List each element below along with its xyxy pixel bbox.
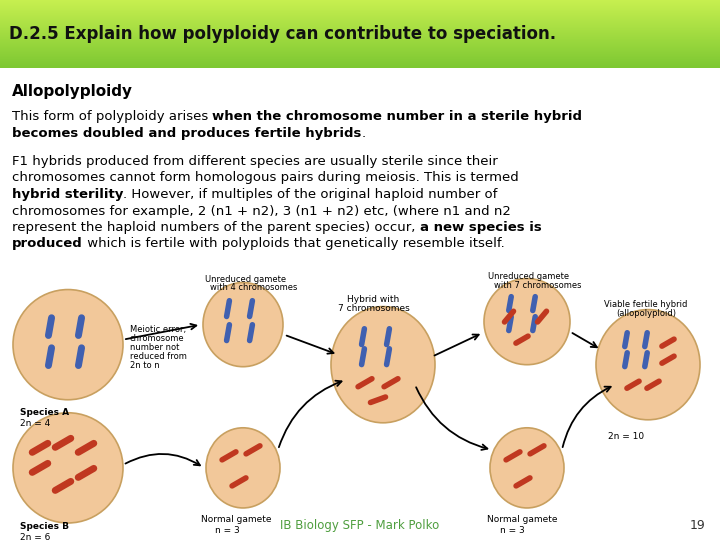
Text: Meiotic error;: Meiotic error; (130, 325, 186, 334)
Text: a new species is: a new species is (420, 221, 541, 234)
Text: (allopolyploid): (allopolyploid) (616, 308, 676, 318)
Ellipse shape (206, 428, 280, 508)
Text: Species A: Species A (20, 408, 69, 417)
Text: number not: number not (130, 343, 179, 352)
Text: Hybrid with: Hybrid with (347, 294, 400, 303)
Text: with 4 chromosomes: with 4 chromosomes (210, 282, 297, 292)
Ellipse shape (596, 309, 700, 420)
Text: n = 3: n = 3 (500, 526, 525, 535)
Ellipse shape (331, 307, 435, 423)
Text: chromosomes for example, 2 (n1 + n2), 3 (n1 + n2) etc, (where n1 and n2: chromosomes for example, 2 (n1 + n2), 3 … (12, 205, 511, 218)
Text: D.2.5 Explain how polyploidy can contribute to speciation.: D.2.5 Explain how polyploidy can contrib… (9, 25, 556, 43)
Text: hybrid sterility: hybrid sterility (12, 188, 123, 201)
Text: becomes doubled and produces fertile hybrids: becomes doubled and produces fertile hyb… (12, 127, 361, 140)
Text: represent the haploid numbers of the parent species) occur,: represent the haploid numbers of the par… (12, 221, 420, 234)
Text: 2n to n: 2n to n (130, 361, 160, 370)
Ellipse shape (13, 289, 123, 400)
Text: 19: 19 (689, 519, 705, 532)
Text: Viable fertile hybrid: Viable fertile hybrid (604, 300, 688, 308)
Text: Species B: Species B (20, 522, 69, 531)
Text: F1 hybrids produced from different species are usually sterile since their: F1 hybrids produced from different speci… (12, 155, 498, 168)
Text: with 7 chromosomes: with 7 chromosomes (494, 281, 582, 289)
Text: 7 chromosomes: 7 chromosomes (338, 303, 410, 313)
Text: which is fertile with polyploids that genetically resemble itself.: which is fertile with polyploids that ge… (83, 238, 505, 251)
Text: 2n = 6: 2n = 6 (20, 533, 50, 540)
Text: n = 3: n = 3 (215, 526, 240, 535)
Text: produced: produced (12, 238, 83, 251)
Text: 2n = 4: 2n = 4 (20, 419, 50, 428)
Text: IB Biology SFP - Mark Polko: IB Biology SFP - Mark Polko (280, 519, 440, 532)
Text: 2n = 10: 2n = 10 (608, 432, 644, 441)
Ellipse shape (203, 282, 283, 367)
Text: This form of polyploidy arises: This form of polyploidy arises (12, 110, 212, 123)
Text: Unreduced gamete: Unreduced gamete (205, 274, 286, 284)
Ellipse shape (13, 413, 123, 523)
Text: chromosome: chromosome (130, 334, 184, 343)
Text: Normal gamete: Normal gamete (487, 515, 557, 524)
Text: chromosomes cannot form homologous pairs during meiosis. This is termed: chromosomes cannot form homologous pairs… (12, 172, 518, 185)
Text: when the chromosome number in a sterile hybrid: when the chromosome number in a sterile … (212, 110, 582, 123)
Text: reduced from: reduced from (130, 352, 187, 361)
Text: Unreduced gamete: Unreduced gamete (488, 272, 569, 280)
Text: . However, if multiples of the original haploid number of: . However, if multiples of the original … (123, 188, 498, 201)
Ellipse shape (490, 428, 564, 508)
Text: Normal gamete: Normal gamete (201, 515, 271, 524)
Text: .: . (361, 127, 366, 140)
Text: Allopolyploidy: Allopolyploidy (12, 84, 133, 99)
Ellipse shape (484, 279, 570, 364)
